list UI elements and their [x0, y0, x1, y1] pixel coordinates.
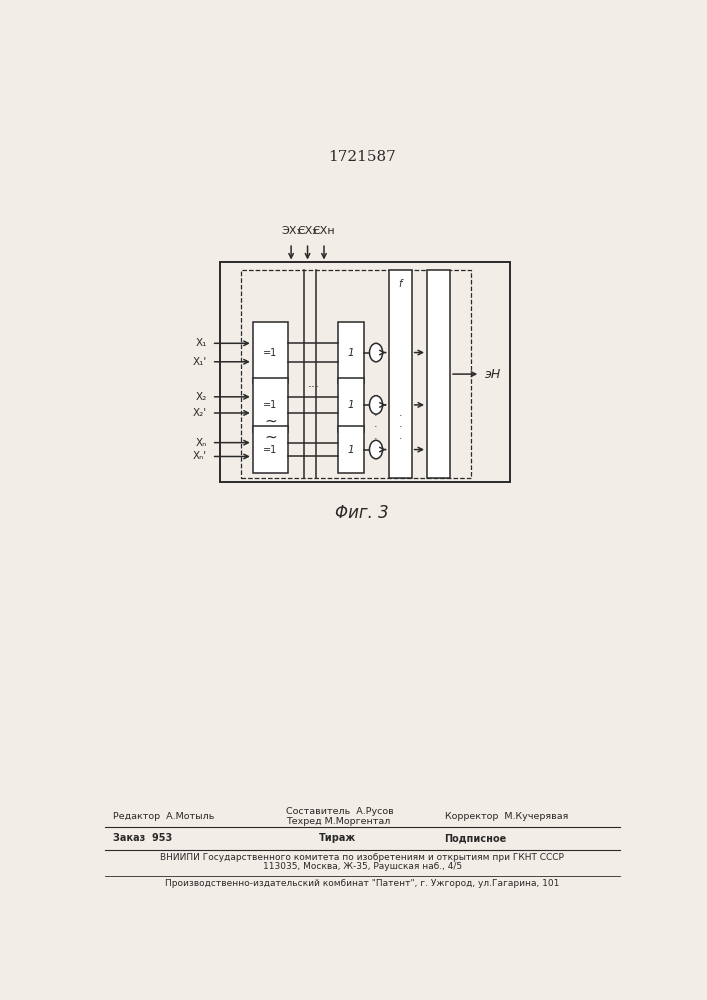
Text: Xₙ: Xₙ	[196, 438, 207, 448]
Text: =1: =1	[264, 348, 278, 358]
Text: ЄX₂: ЄX₂	[298, 226, 317, 235]
Text: Φиг. 3: Φиг. 3	[335, 504, 390, 522]
Text: X₁': X₁'	[193, 357, 207, 367]
Text: =1: =1	[264, 400, 278, 410]
Text: 113035, Москва, Ж-35, Раушская наб., 4/5: 113035, Москва, Ж-35, Раушская наб., 4/5	[263, 862, 462, 871]
Text: ...: ...	[308, 377, 320, 390]
Text: Тираж: Тираж	[319, 833, 356, 843]
Text: ~: ~	[264, 414, 277, 429]
Text: ·
·
·: · · ·	[398, 411, 402, 444]
Text: ·
·
·: · · ·	[374, 411, 378, 444]
Text: Производственно-издательский комбинат "Патент", г. Ужгород, ул.Гагарина, 101: Производственно-издательский комбинат "П…	[165, 879, 559, 888]
Text: X₁: X₁	[196, 338, 207, 348]
Bar	[253, 426, 288, 473]
Bar	[427, 270, 450, 478]
Bar	[240, 270, 471, 478]
Bar	[253, 322, 288, 383]
Text: Xₙ': Xₙ'	[193, 451, 207, 461]
Text: Корректор  М.Кучерявая: Корректор М.Кучерявая	[445, 812, 568, 821]
Bar	[338, 426, 364, 473]
Text: Подписное: Подписное	[445, 833, 507, 843]
Text: 1: 1	[348, 445, 354, 455]
Text: X₂': X₂'	[193, 408, 207, 418]
Text: 1: 1	[348, 400, 354, 410]
Circle shape	[370, 396, 382, 414]
Text: Составитель  А.Русов: Составитель А.Русов	[286, 807, 393, 816]
Text: 1721587: 1721587	[329, 150, 396, 164]
Text: =1: =1	[264, 445, 278, 455]
Text: Заказ  953: Заказ 953	[113, 833, 173, 843]
Bar	[220, 262, 510, 482]
Text: ~: ~	[264, 429, 277, 444]
Text: ЄXн: ЄXн	[312, 226, 335, 235]
Text: Техред М.Моргентал: Техред М.Моргентал	[286, 817, 390, 826]
Text: f: f	[399, 279, 402, 289]
Circle shape	[370, 343, 382, 362]
Bar	[389, 270, 411, 478]
Text: ВНИИПИ Государственного комитета по изобретениям и открытиям при ГКНТ СССР: ВНИИПИ Государственного комитета по изоб…	[160, 853, 564, 862]
Circle shape	[370, 440, 382, 459]
Text: 1: 1	[348, 348, 354, 358]
Bar	[253, 378, 288, 432]
Text: X₂: X₂	[196, 392, 207, 402]
Text: эН: эН	[484, 368, 501, 381]
Bar	[338, 378, 364, 432]
Text: ЭX₁: ЭX₁	[281, 226, 301, 235]
Bar	[338, 322, 364, 383]
Text: Редактор  А.Мотыль: Редактор А.Мотыль	[113, 812, 214, 821]
